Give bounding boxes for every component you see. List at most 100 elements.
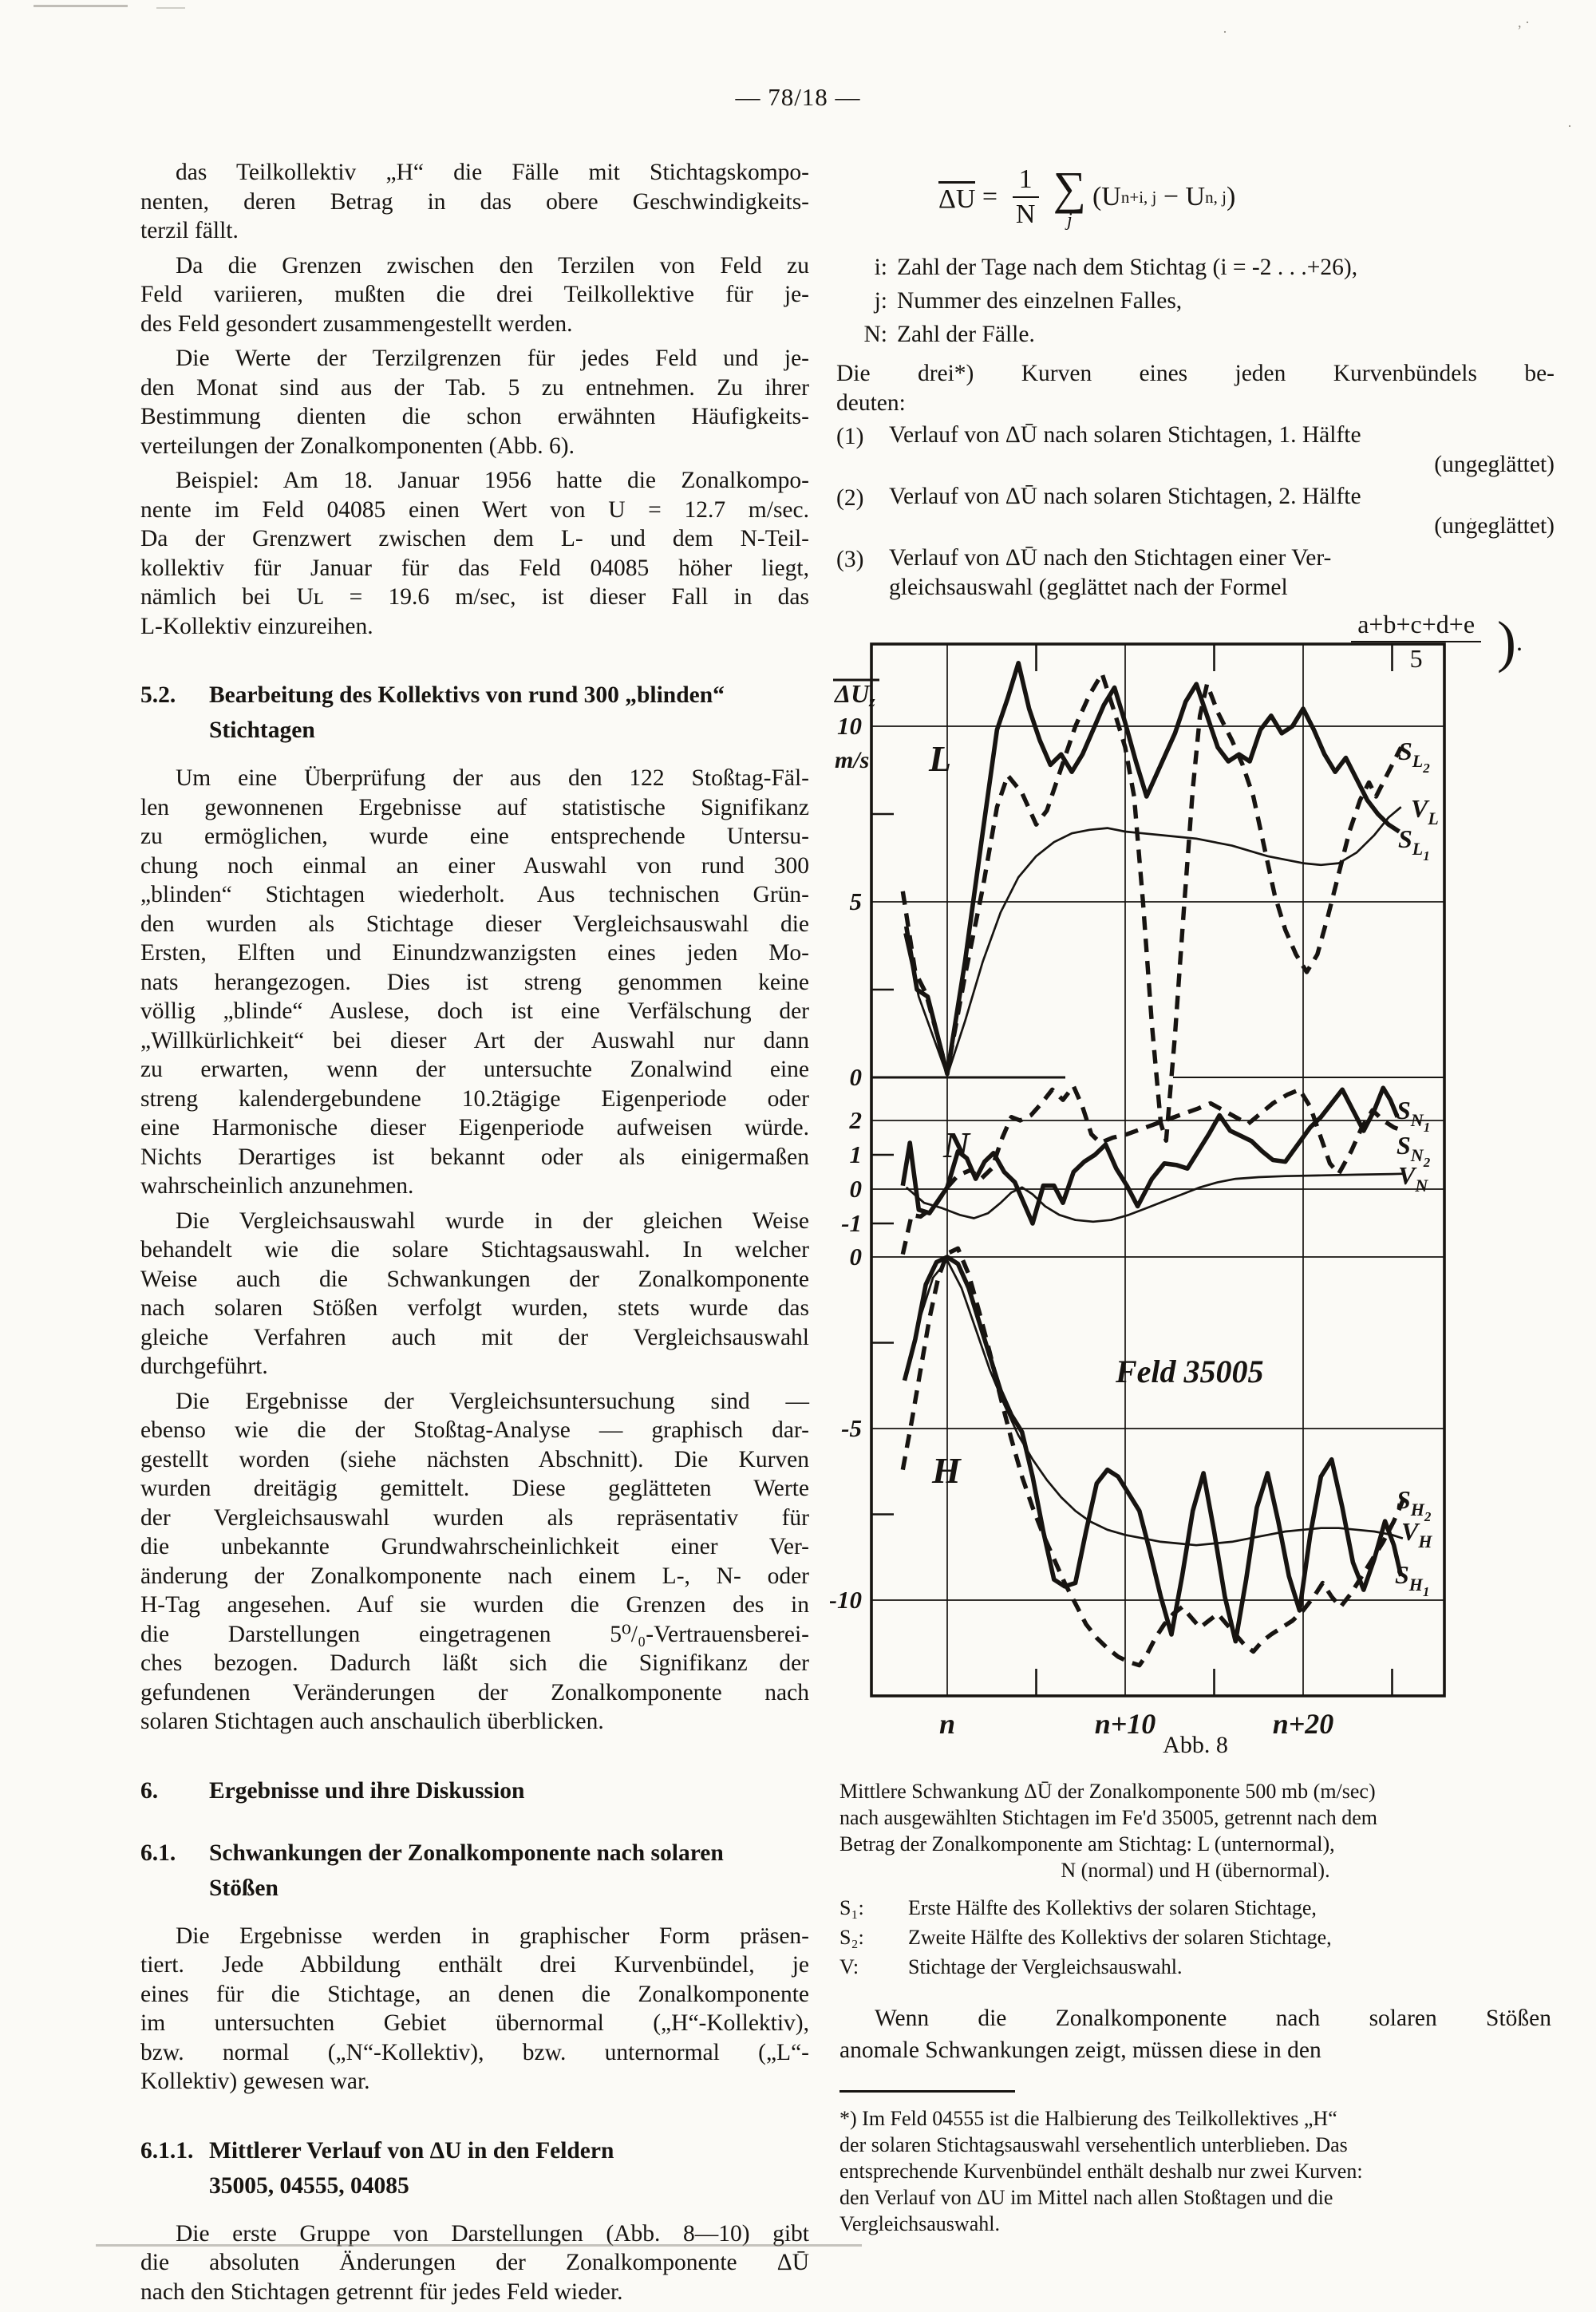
sum-symbol: ∑ j <box>1053 162 1086 231</box>
item-body: Verlauf von ΔŪ nach solaren Stichtagen, … <box>889 482 1555 540</box>
text-line: nenten, deren Betrag in das obere Geschw… <box>140 188 809 215</box>
footnote-line: der solaren Stichtagsauswahl versehentli… <box>839 2133 1348 2156</box>
definition-line: j: Nummer des einzelnen Falles, <box>836 284 1555 318</box>
text-line: Da der Grenzwert zwischen dem L- und dem… <box>140 526 809 551</box>
chart-series-S_N2 <box>900 1084 1404 1255</box>
chart-series-S_N1 <box>900 1085 1400 1226</box>
text-line: Die erste Gruppe von Darstellungen (Abb.… <box>176 2220 809 2247</box>
section-heading: 6.1. Schwankungen der Zonalkomponente nac… <box>140 1836 809 1906</box>
text-line: verteilungen der Zonalkomponenten (Abb. … <box>140 433 575 459</box>
definition-term: j: <box>874 288 887 314</box>
footnote-line: Vergleichsauswahl. <box>839 2212 1000 2235</box>
text-line: gleiche Verfahren auch mit der Vergleich… <box>140 1324 809 1350</box>
paragraph: Um eine Überprüfung der aus den 122 Stoß… <box>140 764 809 1201</box>
definition-term: i: <box>874 255 887 280</box>
text-line: eine Harmonische dieser Eigenperiode auf… <box>140 1115 809 1140</box>
definition-term: N: <box>863 322 888 347</box>
chart-text: SL2 <box>1398 737 1430 776</box>
chart-text: N <box>942 1124 971 1165</box>
text-line: Ergebnisse und ihre Diskussion <box>209 1777 525 1804</box>
text-line: ebenso wie die der Stoßtag-Analyse — gra… <box>140 1417 809 1443</box>
scan-speck: · <box>1468 511 1473 527</box>
text-line: chung noch einmal an einer Auswahl von r… <box>140 852 809 879</box>
definition-line: N: Zahl der Fälle. <box>836 318 1555 351</box>
caption-line: nach ausgewählten Stichtagen im Fe'd 350… <box>839 1806 1377 1829</box>
chart-series-S_L2 <box>900 671 1404 1143</box>
text-line: nämlich bei Uʟ = 19.6 m/sec, ist dieser … <box>140 584 809 610</box>
text-line: gefundenen Veränderungen der Zonalkompon… <box>140 1679 809 1705</box>
section-heading: 6. Ergebnisse und ihre Diskussion <box>140 1773 809 1808</box>
curve-meaning-item: (1) Verlauf von ΔŪ nach solaren Stichtage… <box>836 421 1555 479</box>
text-line: die absoluten Änderungen der Zonalkompon… <box>140 2250 809 2275</box>
scan-speck: , · <box>1518 14 1530 30</box>
text-line: der Vergleichsauswahl wurden als repräse… <box>140 1504 809 1531</box>
chart-text: SN2 <box>1396 1131 1431 1170</box>
chart-text: SN1 <box>1396 1096 1430 1135</box>
figure-legend: S₁: Erste Hälfte des Kollektivs der solar… <box>839 1893 1551 1982</box>
figure-caption: Mittlere Schwankung ΔŪ der Zonalkomponen… <box>839 1778 1551 1883</box>
scan-artifact <box>156 7 185 9</box>
overlined-delta-u: ΔU <box>938 180 976 214</box>
text-line: nach den Stichtagen getrennt für jedes F… <box>140 2278 623 2305</box>
scan-speck: · <box>1223 24 1227 40</box>
footnote-line: den Verlauf von ΔU im Mittel nach allen … <box>839 2186 1333 2209</box>
item-marker: (1) <box>836 424 864 449</box>
scan-artifact <box>96 2244 862 2247</box>
legend-text: Erste Hälfte des Kollektivs der solaren … <box>908 1896 1317 1919</box>
section-number: 6.1. <box>140 1840 176 1866</box>
smoothing-denominator: 5 <box>1409 644 1423 673</box>
text-line: Verlauf von ΔŪ nach solaren Stichtagen, … <box>889 484 1361 509</box>
definition-line: i: Zahl der Tage nach dem Stichtag (i = -… <box>836 251 1555 284</box>
text-line: Die drei*) Kurven eines jeden Kurvenbünd… <box>836 361 1555 386</box>
chart-text: n <box>939 1708 955 1740</box>
text-line: nats herangezogen. Dies ist streng genom… <box>140 969 809 995</box>
smoothing-formula: a+b+c+d+e 5 ) . <box>836 610 1523 674</box>
chart-text: H <box>931 1450 962 1491</box>
text-line: (ungeglättet) <box>1434 512 1555 539</box>
caption-line: N (normal) und H (übernormal). <box>1061 1859 1330 1882</box>
text-line: Weise auch die Schwankungen der Zonalkom… <box>140 1266 809 1292</box>
item-body: Verlauf von ΔŪ nach solaren Stichtagen, … <box>889 421 1555 479</box>
legend-line: S₂: Zweite Hälfte des Kollektivs der sola… <box>839 1923 1551 1952</box>
figure-caption-block: Abb. 8 Mittlere Schwankung ΔŪ der Zonalk… <box>839 1732 1551 2237</box>
body-paragraph: Wenn die Zonalkomponente nach solaren St… <box>839 2002 1551 2066</box>
chart-text: -10 <box>830 1586 862 1614</box>
chart-text: 0 <box>850 1175 863 1203</box>
chart-text: m/s <box>835 747 869 773</box>
text-line: den wurden als Stichtage dieser Vergleic… <box>140 911 809 937</box>
section-heading: 6.1.1. Mittlerer Verlauf von ΔU in den Fe… <box>140 2133 809 2203</box>
text-line: wurden dreitägig gemittelt. Diese geglät… <box>140 1476 809 1501</box>
curve-meaning-list: (1) Verlauf von ΔŪ nach solaren Stichtage… <box>836 421 1555 602</box>
text-line: Um eine Überprüfung der aus den 122 Stoß… <box>176 765 809 791</box>
text-line: wahrscheinlich anzunehmen. <box>140 1173 414 1199</box>
legend-text: Stichtage der Vergleichsauswahl. <box>908 1955 1183 1978</box>
chart-text: VL <box>1411 794 1439 828</box>
text-line: Kollektiv) gewesen war. <box>140 2069 370 2094</box>
left-column: das Teilkollektiv „H“ die Fälle mit Stic… <box>140 158 809 2312</box>
section-heading-text: Schwankungen der Zonalkomponente nach so… <box>209 1836 809 1906</box>
text-line: Feld variieren, mußten die drei Teilkoll… <box>140 282 809 307</box>
text-line: völlig „blinde“ Auslese, doch ist eine V… <box>140 998 809 1024</box>
chart-text: n+10 <box>1095 1708 1156 1740</box>
paragraph: Die Ergebnisse werden in graphischer For… <box>140 1922 809 2097</box>
definition-text: Zahl der Fälle. <box>897 322 1035 347</box>
chart-text: 2 <box>849 1106 863 1134</box>
text-line: änderung der Zonalkomponente nach einem … <box>140 1563 809 1589</box>
text-line: Die Ergebnisse der Vergleichsuntersuchun… <box>176 1388 809 1414</box>
chart-text: VH <box>1401 1517 1432 1551</box>
footnote-line: *) Im Feld 04555 ist die Halbierung des … <box>839 2107 1337 2130</box>
text-line: nach solaren Stößen verfolgt wurden, ste… <box>140 1295 809 1321</box>
sigma-glyph: ∑ <box>1053 162 1086 214</box>
legend-line: S₁: Erste Hälfte des Kollektivs der solar… <box>839 1893 1551 1923</box>
chart-series-S_L1 <box>903 660 1400 1077</box>
formula-text: = <box>975 182 1005 211</box>
chart-series-S_H2 <box>900 1246 1405 1668</box>
legend-term: S₂: <box>839 1926 864 1949</box>
section-number: 6.1.1. <box>140 2137 194 2164</box>
text-line: Schwankungen der Zonalkomponente nach so… <box>209 1840 724 1866</box>
paragraph: Beispiel: Am 18. Januar 1956 hatte die Z… <box>140 466 809 641</box>
text-line: im untersuchten Gebiet übernormal („H“-K… <box>140 2010 809 2036</box>
paragraph: Die Ergebnisse der Vergleichsuntersuchun… <box>140 1387 809 1737</box>
